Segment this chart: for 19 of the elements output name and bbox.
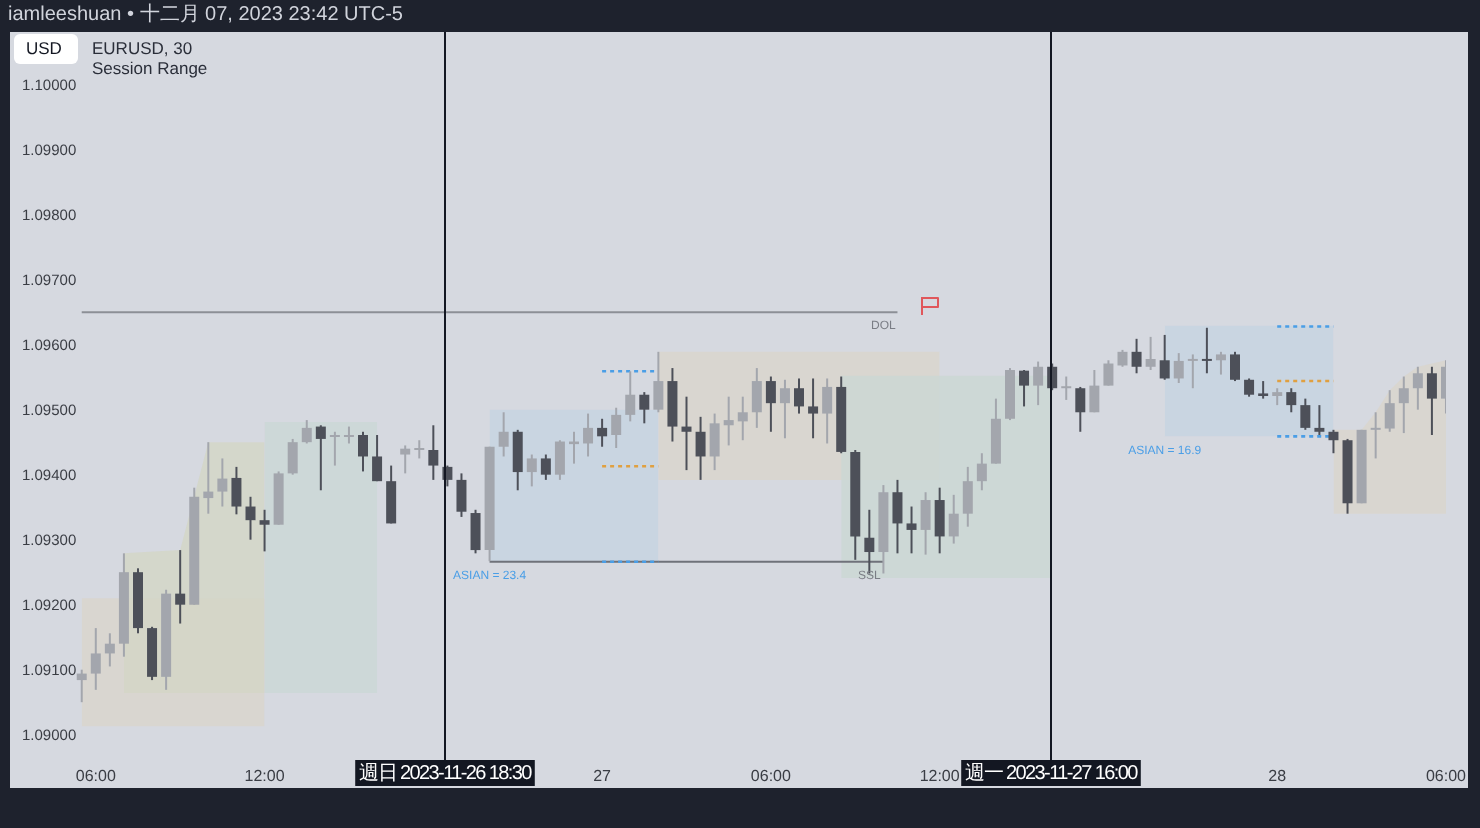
candlestick [681,396,692,471]
y-axis-title: USD [14,34,78,64]
ref-line-label: 週日 2023-11-26 18:30 [359,762,534,785]
candlestick [1370,412,1381,459]
x-tick-label: 06:00 [75,766,117,785]
x-tick-label: 12:00 [244,766,286,785]
candlestick [203,442,214,514]
candlestick [1201,327,1212,374]
x-tick-label: 27 [593,766,613,785]
x-tick-label: 06:00 [750,766,792,785]
x-tick-label: 06:00 [1425,766,1468,785]
text: Session Range [92,58,208,78]
x-tick-label: 28 [1268,766,1288,785]
chart-title: EURUSD, 30 [92,38,193,58]
candlestick [1187,354,1198,389]
text: iamleeshuan • 十二月 07, 2023 23:42 UTC-5 [8,4,403,26]
candlestick [329,431,340,466]
ref-line-label: 週一 2023-11-27 16:00 [965,762,1140,785]
x-tick-label: 12:00 [919,766,961,785]
